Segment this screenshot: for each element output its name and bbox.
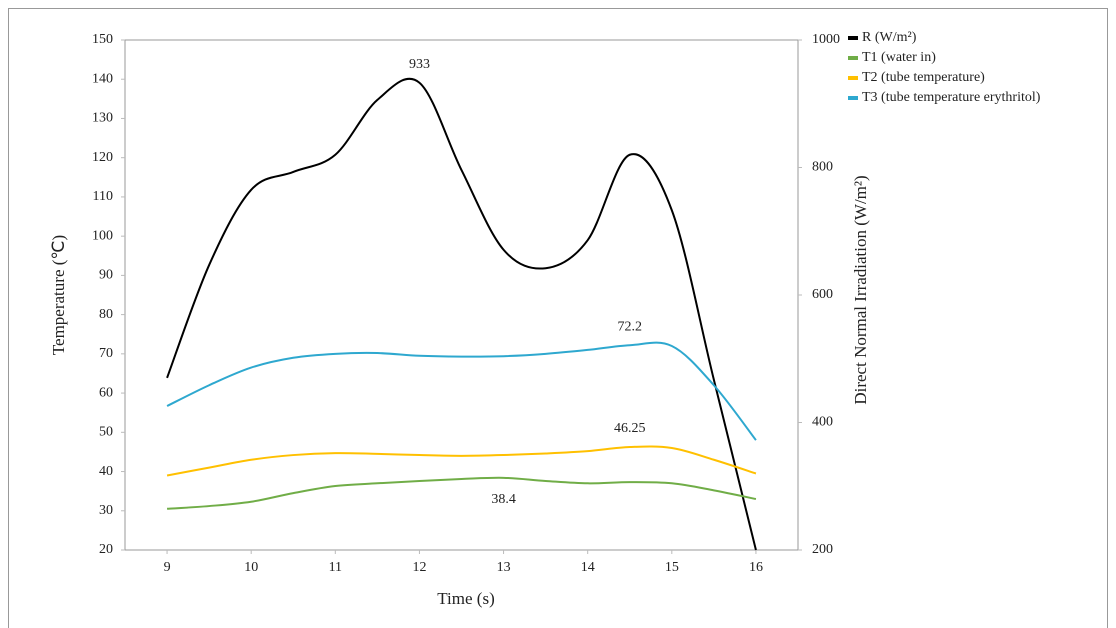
y2-tick-label: 200	[812, 542, 833, 557]
series-line	[166, 476, 757, 510]
plot-frame	[124, 39, 799, 551]
legend-swatch	[848, 96, 858, 100]
y-tick-label: 120	[92, 150, 113, 165]
x-tick-label: 9	[164, 560, 171, 575]
y2-tick-label: 600	[812, 287, 833, 302]
y2-tick-label: 800	[812, 160, 833, 175]
figure-frame	[8, 8, 1108, 628]
x-tick-label: 10	[244, 560, 258, 575]
data-label: 933	[409, 57, 430, 72]
y-tick-label: 110	[93, 189, 113, 204]
x-tick-label: 11	[329, 560, 342, 575]
legend-swatch	[848, 56, 858, 60]
y-tick-label: 80	[99, 307, 113, 322]
y-tick-label: 30	[99, 503, 113, 518]
legend-swatch	[848, 76, 858, 80]
y-axis-title: Temperature (℃)	[49, 235, 68, 355]
y-tick-label: 130	[92, 111, 113, 126]
x-tick-label: 15	[665, 560, 679, 575]
y-tick-label: 140	[92, 71, 113, 86]
legend-label: T2 (tube temperature)	[862, 70, 985, 85]
y-tick-label: 50	[99, 425, 113, 440]
y-tick-label: 40	[99, 464, 113, 479]
y-tick-label: 70	[99, 346, 113, 361]
series-line	[166, 341, 757, 441]
y-tick-label: 90	[99, 268, 113, 283]
legend-label: R (W/m²)	[862, 30, 917, 45]
series-line	[166, 445, 757, 477]
data-label: 38.4	[491, 492, 516, 507]
series-line	[166, 77, 757, 551]
y-tick-label: 60	[99, 385, 113, 400]
x-tick-label: 13	[497, 560, 511, 575]
data-label: 46.25	[614, 421, 646, 436]
legend-swatch	[848, 36, 858, 40]
y-tick-label: 20	[99, 542, 113, 557]
x-tick-label: 14	[581, 560, 595, 575]
y2-tick-label: 1000	[812, 32, 840, 47]
x-tick-label: 16	[749, 560, 763, 575]
y2-tick-label: 400	[812, 415, 833, 430]
data-label: 72.2	[618, 319, 643, 334]
y2-axis-title: Direct Normal Irradiation (W/m²)	[851, 175, 870, 404]
y-tick-label: 100	[92, 228, 113, 243]
legend-label: T3 (tube temperature erythritol)	[862, 90, 1041, 105]
x-axis-title: Time (s)	[437, 589, 494, 608]
y-tick-label: 150	[92, 32, 113, 47]
x-tick-label: 12	[412, 560, 426, 575]
legend-label: T1 (water in)	[862, 50, 936, 65]
